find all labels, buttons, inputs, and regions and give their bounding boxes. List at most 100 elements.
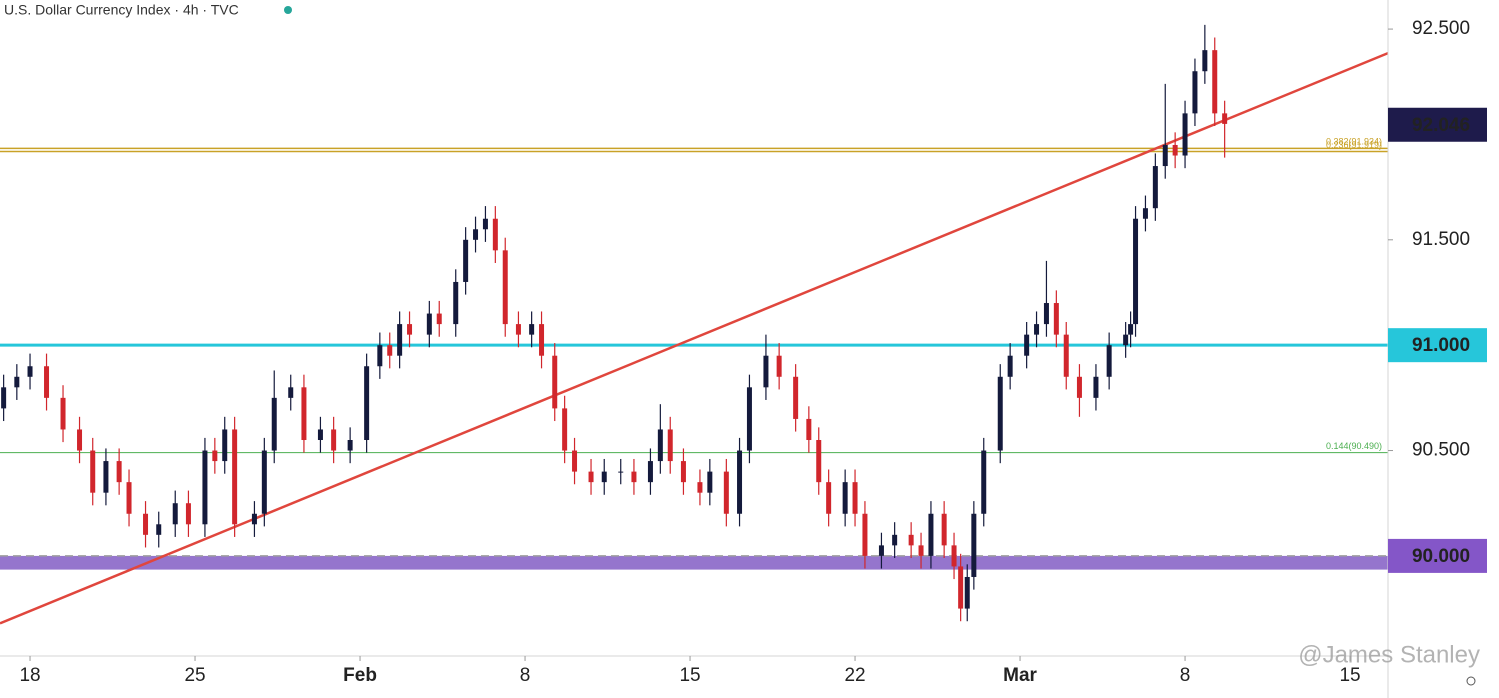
price-tag-label: 91.000 (1412, 335, 1470, 356)
candle-body (251, 513, 257, 525)
candle-body (657, 429, 663, 462)
candle-body (1133, 218, 1139, 325)
candle-body (1123, 334, 1129, 346)
candle-body (1106, 345, 1112, 377)
candle-body (1128, 324, 1134, 335)
candle-body (964, 576, 970, 609)
zone-band (0, 555, 1388, 570)
x-tick-label: 25 (184, 665, 205, 686)
candle-body (842, 482, 848, 514)
candle-body (951, 545, 957, 567)
candle-body (185, 503, 191, 525)
candle-body (1222, 113, 1228, 124)
candle-body (317, 429, 323, 441)
candle-body (103, 461, 109, 493)
candle-body (631, 471, 637, 483)
candle-body (928, 513, 934, 556)
candle-body (680, 461, 686, 483)
candle-body (116, 461, 122, 483)
candle-body (1034, 324, 1040, 335)
candle-body (397, 324, 403, 356)
candle-body (997, 376, 1003, 451)
candle-body (1043, 303, 1049, 325)
candle-body (1192, 71, 1198, 114)
x-tick-label: Feb (343, 665, 377, 686)
candle-body (723, 471, 729, 514)
candle-body (426, 313, 432, 335)
price-tag-label: 92.046 (1412, 115, 1470, 136)
candle-body (261, 450, 267, 514)
candle-body (878, 545, 884, 556)
candle-body (377, 345, 383, 367)
candle-body (77, 429, 83, 451)
candle-body (941, 513, 947, 546)
candle-body (172, 503, 178, 525)
candle-body (14, 376, 20, 388)
status-dot (284, 6, 292, 14)
candle-body (60, 397, 66, 430)
y-tick-label: 92.500 (1412, 18, 1470, 39)
x-tick-label: 15 (1339, 665, 1360, 686)
candle-body (288, 387, 294, 398)
candle-body (892, 534, 898, 546)
candle-body (958, 566, 964, 609)
candle-body (572, 450, 578, 472)
candle-body (44, 366, 50, 398)
settings-icon[interactable] (1466, 676, 1476, 686)
x-tick-label: 22 (844, 665, 865, 686)
candle-body (1093, 376, 1099, 398)
candle-body (143, 513, 149, 535)
candle-body (1007, 355, 1013, 377)
candle-body (1, 387, 7, 409)
candle-body (492, 218, 498, 251)
candle-body (1152, 166, 1158, 209)
level-label: 0.382(91.934) (1326, 137, 1382, 147)
candle-body (387, 345, 393, 356)
level-label: 0.236(91.919) (1326, 140, 1382, 150)
candle-body (539, 324, 545, 356)
x-tick-label: Mar (1003, 665, 1037, 686)
y-tick-label: 91.500 (1412, 229, 1470, 250)
candle-body (971, 513, 977, 577)
candle-body (482, 218, 488, 230)
candle-body (562, 408, 568, 451)
candle-body (647, 461, 653, 483)
candle-body (793, 376, 799, 419)
candle-body (1202, 50, 1208, 72)
price-tag-label: 90.000 (1412, 546, 1470, 567)
candle-body (862, 513, 868, 556)
plot (0, 24, 1389, 625)
x-tick-label: 15 (679, 665, 700, 686)
candle-body (502, 250, 508, 325)
candle-body (816, 440, 822, 483)
candle-body (1212, 50, 1218, 114)
candle-body (1053, 303, 1059, 335)
candle-body (126, 482, 132, 514)
candle-body (529, 324, 535, 335)
trendline (0, 51, 1389, 625)
candle-body (746, 387, 752, 451)
candle-body (667, 429, 673, 462)
candle-body (697, 482, 703, 493)
candle-body (27, 366, 33, 377)
candle-body (1076, 376, 1082, 398)
price-tag (1388, 538, 1487, 573)
watermark: @James Stanley (1298, 641, 1480, 668)
x-tick-label: 8 (1180, 665, 1191, 686)
candle-body (852, 482, 858, 514)
candle-body (1172, 144, 1178, 156)
candle-body (908, 534, 914, 546)
candle-body (271, 397, 277, 451)
candle-body (763, 355, 769, 388)
candle-body (347, 440, 353, 451)
candle-body (1182, 113, 1188, 156)
candle-body (331, 429, 337, 451)
candle-body (453, 281, 459, 325)
candle-body (232, 429, 238, 525)
price-tag (1388, 107, 1487, 142)
candle-body (156, 524, 162, 535)
candle-body (301, 387, 307, 441)
candle-body (473, 229, 479, 240)
